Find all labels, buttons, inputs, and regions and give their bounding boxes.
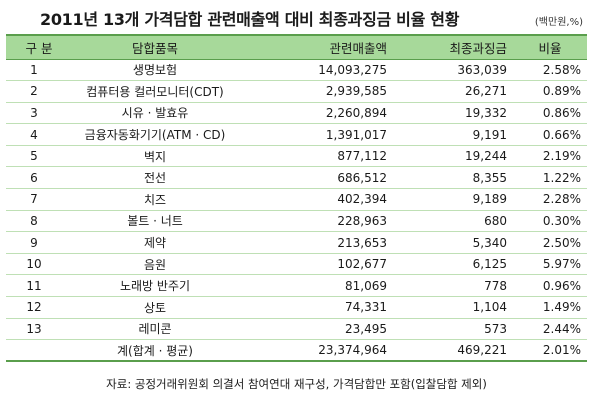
cell-revenue: 2,260,894 (238, 102, 393, 125)
cell-fine: 5,340 (393, 231, 513, 254)
header-revenue: 관련매출액 (238, 34, 393, 60)
cell-no: 10 (6, 253, 72, 276)
cell-ratio: 0.96% (513, 274, 587, 298)
cell-fine: 9,191 (393, 123, 513, 146)
cell-ratio: 0.30% (513, 210, 587, 233)
cell-fine: 6,125 (393, 253, 513, 276)
header-ratio: 비율 (513, 34, 587, 60)
cell-ratio: 1.49% (513, 296, 587, 319)
cell-revenue: 102,677 (238, 253, 393, 276)
header-fine: 최종과징금 (393, 34, 513, 60)
cell-no: 5 (6, 145, 72, 168)
cell-revenue: 1,391,017 (238, 123, 393, 146)
cell-no: 3 (6, 102, 72, 125)
cell-revenue: 81,069 (238, 274, 393, 298)
cell-ratio: 2.50% (513, 231, 587, 254)
cell-item: 제약 (72, 231, 238, 254)
table-row: 11 노래방 반주기 81,069 778 0.96% (6, 274, 587, 298)
cell-no: 8 (6, 210, 72, 233)
table-row: 2 컴퓨터용 컬러모니터(CDT) 2,939,585 26,271 0.89% (6, 80, 587, 103)
cell-no: 9 (6, 231, 72, 254)
header-no: 구 분 (6, 34, 72, 60)
cell-no: 6 (6, 166, 72, 190)
cell-no: 7 (6, 188, 72, 211)
table-row: 4 금융자동화기기(ATM · CD) 1,391,017 9,191 0.66% (6, 123, 587, 146)
cell-ratio: 2.28% (513, 188, 587, 211)
cell-ratio: 5.97% (513, 253, 587, 276)
table-row: 7 치즈 402,394 9,189 2.28% (6, 188, 587, 211)
cell-item: 노래방 반주기 (72, 274, 238, 298)
cell-item: 상토 (72, 296, 238, 319)
cell-revenue: 74,331 (238, 296, 393, 319)
cell-ratio: 2.19% (513, 145, 587, 168)
cell-revenue: 877,112 (238, 145, 393, 168)
cell-item: 벽지 (72, 145, 238, 168)
cell-item: 치즈 (72, 188, 238, 211)
cell-no (6, 339, 72, 363)
cell-fine: 8,355 (393, 166, 513, 190)
cell-ratio: 2.01% (513, 339, 587, 363)
table-row: 6 전선 686,512 8,355 1.22% (6, 166, 587, 190)
cell-ratio: 0.86% (513, 102, 587, 125)
table-row: 3 시유 · 발효유 2,260,894 19,332 0.86% (6, 102, 587, 125)
cell-fine: 19,332 (393, 102, 513, 125)
cell-item: 컴퓨터용 컬러모니터(CDT) (72, 80, 238, 103)
table-row: 13 레미콘 23,495 573 2.44% (6, 318, 587, 341)
table-row: 9 제약 213,653 5,340 2.50% (6, 231, 587, 254)
table-header-row: 구 분 담합품목 관련매출액 최종과징금 비율 (6, 34, 587, 60)
cell-fine: 469,221 (393, 339, 513, 363)
cell-item: 시유 · 발효유 (72, 102, 238, 125)
cell-item: 금융자동화기기(ATM · CD) (72, 123, 238, 146)
cell-fine: 680 (393, 210, 513, 233)
cell-fine: 19,244 (393, 145, 513, 168)
cell-ratio: 0.89% (513, 80, 587, 103)
cell-ratio: 1.22% (513, 166, 587, 190)
cell-no: 4 (6, 123, 72, 146)
cell-revenue: 2,939,585 (238, 80, 393, 103)
cell-fine: 573 (393, 318, 513, 341)
cell-revenue: 686,512 (238, 166, 393, 190)
unit-label: (백만원,%) (534, 17, 583, 28)
cell-item: 음원 (72, 253, 238, 276)
cell-no: 11 (6, 274, 72, 298)
table-body: 1 생명보험 14,093,275 363,039 2.58% 2 컴퓨터용 컬러모니터(C… (6, 59, 587, 363)
cell-no: 1 (6, 59, 72, 82)
title-row: 2011년 13개 가격담합 관련매출액 대비 최종과징금 비율 현황 (백만원… (0, 0, 593, 34)
cell-no: 12 (6, 296, 72, 319)
cell-revenue: 213,653 (238, 231, 393, 254)
page-title: 2011년 13개 가격담합 관련매출액 대비 최종과징금 비율 현황 (40, 10, 460, 29)
cell-fine: 9,189 (393, 188, 513, 211)
cell-fine: 363,039 (393, 59, 513, 82)
cell-item: 계(합계 · 평균) (72, 339, 238, 363)
table-row: 8 볼트 · 너트 228,963 680 0.30% (6, 210, 587, 233)
cell-revenue: 23,374,964 (238, 339, 393, 363)
cell-revenue: 23,495 (238, 318, 393, 341)
cell-fine: 26,271 (393, 80, 513, 103)
cartel-fine-table: 구 분 담합품목 관련매출액 최종과징금 비율 1 생명보험 14,093,275 3… (6, 34, 587, 363)
cell-ratio: 0.66% (513, 123, 587, 146)
cell-ratio: 2.58% (513, 59, 587, 82)
cell-revenue: 402,394 (238, 188, 393, 211)
cell-no: 2 (6, 80, 72, 103)
table-row: 10 음원 102,677 6,125 5.97% (6, 253, 587, 276)
header-item: 담합품목 (72, 34, 238, 60)
cell-item: 레미콘 (72, 318, 238, 341)
cell-revenue: 14,093,275 (238, 59, 393, 82)
total-row: 계(합계 · 평균) 23,374,964 469,221 2.01% (6, 339, 587, 363)
table-row: 5 벽지 877,112 19,244 2.19% (6, 145, 587, 168)
cell-fine: 778 (393, 274, 513, 298)
cell-item: 전선 (72, 166, 238, 190)
cell-no: 13 (6, 318, 72, 341)
cell-ratio: 2.44% (513, 318, 587, 341)
cell-item: 생명보험 (72, 59, 238, 82)
cell-fine: 1,104 (393, 296, 513, 319)
cell-item: 볼트 · 너트 (72, 210, 238, 233)
table-row: 12 상토 74,331 1,104 1.49% (6, 296, 587, 319)
source-note: 자료: 공정거래위원회 의결서 참여연대 재구성, 가격담합만 포함(입찰담합 … (106, 377, 487, 391)
table-row: 1 생명보험 14,093,275 363,039 2.58% (6, 59, 587, 82)
cell-revenue: 228,963 (238, 210, 393, 233)
